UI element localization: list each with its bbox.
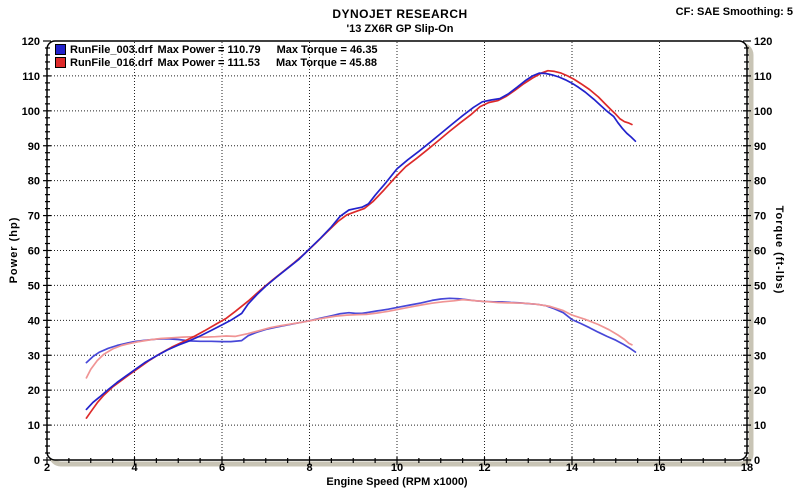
x-axis-tick-label: 2	[44, 462, 50, 474]
y-axis-left-tick-label: 40	[28, 315, 40, 327]
y-axis-right-tick-label: 120	[754, 36, 772, 48]
legend-max-power: Max Power = 110.79	[157, 43, 261, 56]
legend-swatch	[55, 57, 66, 68]
x-axis-tick-label: 8	[306, 462, 312, 474]
legend-max-torque: Max Torque = 46.35	[276, 43, 378, 56]
x-axis-label: Engine Speed (RPM x1000)	[326, 476, 468, 488]
legend: RunFile_003.drf Max Power = 110.79 Max T…	[55, 43, 378, 69]
y-axis-right-tick-label: 50	[754, 280, 766, 292]
x-axis-tick-label: 14	[566, 462, 579, 474]
y-axis-left-tick-label: 0	[34, 455, 40, 467]
y-axis-left-tick-label: 100	[22, 106, 40, 118]
x-axis-tick-label: 4	[131, 462, 138, 474]
y-axis-right-tick-label: 60	[754, 246, 766, 258]
series-line	[85, 297, 637, 364]
legend-item: RunFile_003.drf Max Power = 110.79 Max T…	[55, 43, 378, 56]
legend-item: RunFile_016.drf Max Power = 111.53 Max T…	[55, 56, 378, 69]
y-axis-right-tick-label: 10	[754, 420, 766, 432]
y-axis-left-tick-label: 80	[28, 176, 40, 188]
x-axis-tick-label: 18	[741, 462, 753, 474]
y-axis-left-tick-label: 120	[22, 36, 40, 48]
series-line	[85, 72, 637, 411]
legend-swatch	[55, 44, 66, 55]
y-axis-left-tick-label: 90	[28, 141, 40, 153]
y-axis-left-tick-label: 70	[28, 211, 40, 223]
y-axis-left-tick-label: 10	[28, 420, 40, 432]
series-line	[85, 298, 633, 379]
x-axis-tick-label: 10	[391, 462, 403, 474]
y-axis-right-tick-label: 20	[754, 385, 766, 397]
chart-title: DYNOJET RESEARCH	[332, 7, 468, 21]
legend-run-file: RunFile_003.drf	[70, 43, 153, 56]
y-axis-right-tick-label: 100	[754, 106, 772, 118]
y-axis-left-tick-label: 20	[28, 385, 40, 397]
y-axis-right-tick-label: 110	[754, 71, 772, 83]
y-axis-left-tick-label: 50	[28, 280, 40, 292]
x-axis-tick-label: 16	[653, 462, 665, 474]
y-axis-right-tick-label: 0	[754, 455, 760, 467]
legend-max-torque: Max Torque = 45.88	[275, 56, 377, 69]
y-axis-label-right: Torque (ft-lbs)	[773, 205, 785, 295]
legend-max-power: Max Power = 111.53	[157, 56, 260, 69]
correction-label: CF: SAE Smoothing: 5	[675, 6, 793, 18]
y-axis-right-tick-label: 70	[754, 211, 766, 223]
legend-run-file: RunFile_016.drf	[70, 56, 153, 69]
y-axis-right-tick-label: 30	[754, 350, 766, 362]
y-axis-left-tick-label: 30	[28, 350, 40, 362]
y-axis-label-left: Power (hp)	[8, 216, 20, 284]
chart-subtitle: '13 ZX6R GP Slip-On	[346, 23, 454, 35]
x-axis-tick-label: 12	[478, 462, 490, 474]
y-axis-right-tick-label: 80	[754, 176, 766, 188]
x-axis-tick-label: 6	[219, 462, 225, 474]
y-axis-right-tick-label: 90	[754, 141, 766, 153]
y-axis-left-tick-label: 110	[22, 71, 40, 83]
y-axis-right-tick-label: 40	[754, 315, 766, 327]
y-axis-left-tick-label: 60	[28, 246, 40, 258]
